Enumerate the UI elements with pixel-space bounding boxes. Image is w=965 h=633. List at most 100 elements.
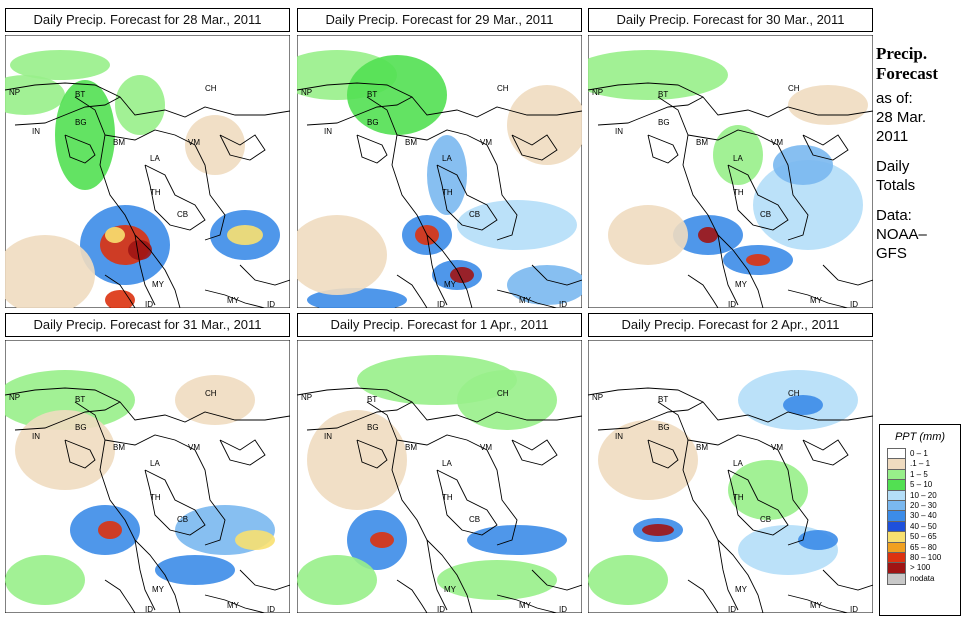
legend-label: 80 – 100 (910, 552, 942, 562)
boundary-line (204, 594, 266, 614)
title-line: Precip. (876, 44, 928, 63)
country-label: MY (152, 585, 165, 594)
precip-area (457, 370, 557, 430)
forecast-info: Precip. Forecast as of: 28 Mar. 2011 Dai… (876, 44, 962, 263)
boundary-line (366, 401, 448, 611)
precip-area (467, 525, 567, 555)
precip-area (713, 125, 763, 185)
country-label: IN (324, 127, 332, 136)
legend-item: > 100 (880, 562, 960, 575)
precip-area (568, 50, 728, 100)
country-label: TH (733, 493, 744, 502)
country-label: BT (367, 90, 377, 99)
boundary-line (727, 164, 789, 231)
boundary-line (511, 439, 558, 466)
precip-map: NP BT BG IN CH BM VM LA TH CB MY ID MY ID (568, 34, 874, 309)
legend-swatch (887, 468, 906, 482)
country-label: IN (615, 127, 623, 136)
country-label: ID (145, 300, 153, 308)
country-label: VM (771, 443, 783, 452)
boundary-line (64, 439, 96, 469)
boundary-line (396, 579, 428, 614)
panel-title: Daily Precip. Forecast for 31 Mar., 2011 (5, 313, 290, 337)
boundary-line (426, 234, 473, 309)
country-label: MY (519, 601, 532, 610)
boundary-line (717, 539, 764, 614)
boundary-line (239, 569, 291, 591)
country-label: MY (519, 296, 532, 305)
legend-title: PPT (mm) (894, 431, 946, 443)
country-label: ID (850, 605, 858, 613)
country-label: CB (469, 515, 480, 524)
country-label: MY (735, 585, 748, 594)
legend-label: 5 – 10 (910, 480, 933, 490)
country-label: BT (75, 90, 85, 99)
precip-area (227, 225, 263, 245)
daily-line: Totals (876, 177, 916, 194)
country-label: MY (810, 601, 823, 610)
boundary-line (306, 401, 413, 431)
country-label: ID (559, 300, 567, 308)
precip-area (642, 524, 674, 536)
country-label: ID (267, 605, 275, 613)
legend-swatch (887, 510, 906, 523)
legend-swatch (887, 489, 906, 502)
country-label: CB (760, 515, 771, 524)
boundary-line (14, 96, 121, 126)
boundary-line (104, 579, 136, 614)
legend-item: 40 – 50 (880, 520, 960, 534)
daily-line: Daily (876, 158, 910, 175)
boundary-line (727, 469, 789, 536)
panel-title: Daily Precip. Forecast for 2 Apr., 2011 (588, 313, 873, 337)
country-label: CB (760, 210, 771, 219)
precip-area (507, 265, 587, 305)
boundary-line (687, 274, 719, 309)
panel-title: Daily Precip. Forecast for 30 Mar., 2011 (588, 8, 873, 32)
country-label: BG (367, 118, 379, 127)
precip-area (105, 227, 125, 243)
boundary-line (144, 164, 206, 231)
legend-swatch (887, 541, 906, 554)
country-label: NP (592, 393, 603, 402)
precip-area (588, 555, 668, 605)
boundary-line (657, 96, 739, 306)
precip-area (347, 55, 447, 135)
forecast-panel-30-mar: Daily Precip. Forecast for 30 Mar., 2011… (568, 8, 874, 309)
boundary-line (134, 539, 181, 614)
precip-area (728, 460, 808, 520)
country-label: VM (480, 443, 492, 452)
country-label: LA (150, 459, 160, 468)
legend-label: > 100 (910, 563, 931, 573)
boundary-line (219, 439, 266, 466)
country-label: BG (75, 118, 87, 127)
legend-item: 20 – 30 (880, 499, 960, 513)
asof-line: 2011 (876, 128, 909, 145)
precip-area (788, 85, 868, 125)
boundary-line (802, 134, 849, 161)
legend-label: 50 – 65 (910, 532, 937, 542)
boundary-line (687, 129, 809, 241)
precip-area (0, 235, 95, 315)
country-label: ID (728, 300, 736, 308)
country-label: NP (9, 88, 20, 97)
country-label: MY (810, 296, 823, 305)
country-label: BT (75, 395, 85, 404)
country-label: MY (227, 601, 240, 610)
boundary-line (647, 439, 679, 469)
country-label: TH (733, 188, 744, 197)
country-label: ID (145, 605, 153, 613)
country-label: CH (205, 84, 217, 93)
forecast-panel-31-mar: Daily Precip. Forecast for 31 Mar., 2011… (0, 313, 291, 614)
precip-area (5, 555, 85, 605)
legend-item: 80 – 100 (880, 551, 960, 565)
boundary-line (219, 134, 266, 161)
boundary-line (787, 594, 849, 614)
country-label: MY (444, 280, 457, 289)
country-label: BT (658, 395, 668, 404)
country-label: TH (442, 493, 453, 502)
precip-map-svg: NP BT BG IN CH BM VM LA TH CB MY ID MY ID (0, 339, 291, 614)
legend-item: 50 – 65 (880, 531, 960, 544)
precip-area (746, 254, 770, 266)
country-label: IN (32, 127, 40, 136)
legend-item: .1 – 1 (880, 458, 960, 471)
